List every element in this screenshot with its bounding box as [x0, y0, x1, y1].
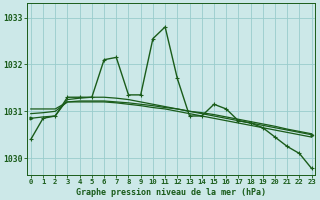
X-axis label: Graphe pression niveau de la mer (hPa): Graphe pression niveau de la mer (hPa)	[76, 188, 266, 197]
